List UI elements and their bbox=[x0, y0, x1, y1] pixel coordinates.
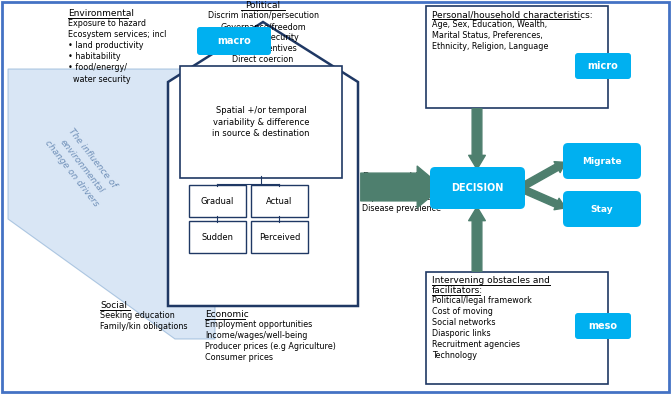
FancyBboxPatch shape bbox=[251, 221, 308, 253]
FancyArrowPatch shape bbox=[521, 162, 566, 190]
Text: Seeking education
Family/kin obligations: Seeking education Family/kin obligations bbox=[100, 311, 187, 331]
FancyArrowPatch shape bbox=[361, 166, 442, 208]
Text: Perceived: Perceived bbox=[259, 232, 300, 242]
Polygon shape bbox=[168, 22, 358, 306]
Text: DECISION: DECISION bbox=[451, 183, 503, 193]
FancyBboxPatch shape bbox=[563, 143, 641, 179]
FancyBboxPatch shape bbox=[197, 27, 271, 55]
Text: macro: macro bbox=[217, 36, 251, 46]
Text: Environmental: Environmental bbox=[68, 9, 134, 18]
FancyArrowPatch shape bbox=[468, 109, 485, 169]
FancyBboxPatch shape bbox=[430, 167, 525, 209]
FancyArrowPatch shape bbox=[521, 186, 566, 210]
Text: Discrim ination/persecution
Governance/freedom
Conflict/insecurity
Policy incent: Discrim ination/persecution Governance/f… bbox=[207, 11, 319, 64]
Text: The influence of
environmental
change on drivers: The influence of environmental change on… bbox=[44, 123, 121, 209]
Text: Political: Political bbox=[246, 1, 280, 10]
Text: Migrate: Migrate bbox=[582, 156, 622, 165]
FancyBboxPatch shape bbox=[575, 53, 631, 79]
Text: Employment opportunities
Income/wages/well-being
Producer prices (e.g Agricultur: Employment opportunities Income/wages/we… bbox=[205, 320, 336, 362]
Text: Age, Sex, Education, Wealth,
Marital Status, Preferences,
Ethnicity, Religion, L: Age, Sex, Education, Wealth, Marital Sta… bbox=[432, 20, 548, 51]
Text: Social: Social bbox=[100, 301, 127, 310]
FancyBboxPatch shape bbox=[575, 313, 631, 339]
FancyBboxPatch shape bbox=[426, 272, 608, 384]
Text: micro: micro bbox=[588, 61, 619, 71]
Text: Gradual: Gradual bbox=[201, 197, 234, 206]
Text: Personal/household characteristics:: Personal/household characteristics: bbox=[432, 10, 592, 19]
Polygon shape bbox=[8, 69, 215, 339]
Text: Exposure to hazard
Ecosystem services; incl
• land productivity
• habitability
•: Exposure to hazard Ecosystem services; i… bbox=[68, 19, 166, 84]
FancyBboxPatch shape bbox=[426, 6, 608, 108]
Text: meso: meso bbox=[588, 321, 617, 331]
Text: Political/legal framework
Cost of moving
Social networks
Diasporic links
Recruit: Political/legal framework Cost of moving… bbox=[432, 296, 532, 361]
FancyBboxPatch shape bbox=[180, 66, 342, 178]
Text: Demographic: Demographic bbox=[362, 172, 423, 181]
FancyBboxPatch shape bbox=[563, 191, 641, 227]
Text: Population size/density
Population structure
Disease prevalence: Population size/density Population struc… bbox=[362, 182, 454, 213]
FancyBboxPatch shape bbox=[189, 185, 246, 217]
Text: Stay: Stay bbox=[590, 204, 613, 214]
FancyBboxPatch shape bbox=[189, 221, 246, 253]
FancyArrowPatch shape bbox=[468, 207, 485, 271]
Text: facilitators:: facilitators: bbox=[432, 286, 483, 295]
Text: Intervening obstacles and: Intervening obstacles and bbox=[432, 276, 550, 285]
Text: Sudden: Sudden bbox=[201, 232, 234, 242]
Text: Economic: Economic bbox=[205, 310, 249, 319]
Text: Spatial +/or temporal
variability & difference
in source & destination: Spatial +/or temporal variability & diff… bbox=[212, 106, 310, 138]
Text: Actual: Actual bbox=[266, 197, 293, 206]
FancyBboxPatch shape bbox=[251, 185, 308, 217]
